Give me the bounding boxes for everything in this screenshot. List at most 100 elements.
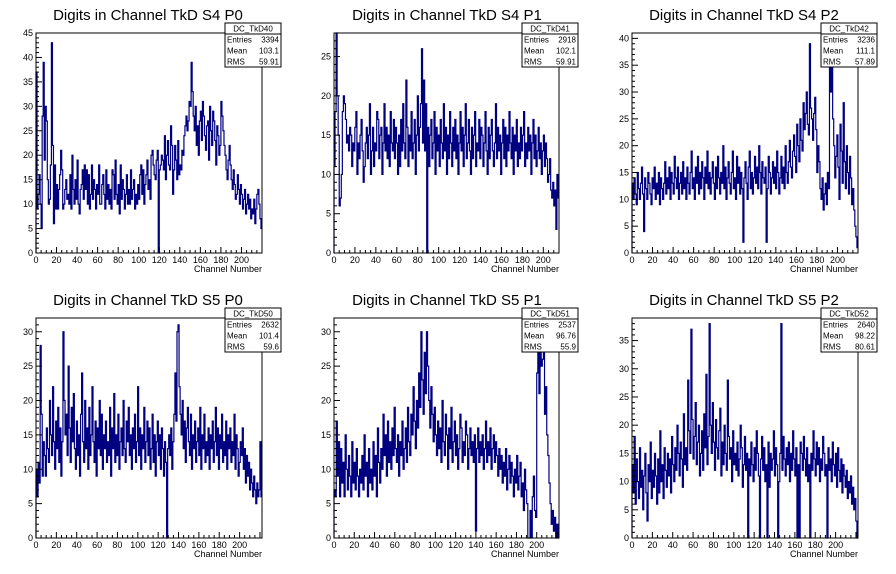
x-tick-label: 20 [51, 540, 61, 550]
x-tick-label: 120 [452, 255, 467, 265]
y-tick-label: 5 [28, 224, 33, 234]
histogram-panel-5: Digits in Channel TkD S5 P20 20 40 60 80 100 1… [619, 292, 878, 559]
x-tick-label: 140 [172, 255, 187, 265]
x-tick-label: 0 [331, 255, 336, 265]
x-tick-label: 40 [370, 540, 380, 550]
x-tick-label: 60 [93, 255, 103, 265]
histogram-line [631, 43, 858, 253]
y-tick-label: 20 [321, 396, 331, 406]
y-tick-label: 10 [23, 464, 33, 474]
x-axis-label: Channel Number [790, 264, 858, 274]
stats-label: RMS [524, 58, 542, 67]
y-tick-label: 40 [23, 52, 33, 62]
histogram-panel-0: Digits in Channel TkD S4 P0 0 20 40 60 80 100 1… [23, 7, 282, 274]
stats-value: 111.1 [856, 47, 875, 56]
y-tick-label: 15 [619, 168, 629, 178]
y-tick-label: 15 [619, 448, 629, 458]
stats-label: Entries [823, 36, 848, 45]
panel-title: Digits in Channel TkD S4 P0 [53, 7, 243, 24]
x-tick-label: 100 [131, 255, 146, 265]
stats-name: DC_TkD50 [233, 310, 273, 319]
x-tick-label: 80 [112, 540, 122, 550]
panel-title: Digits in Channel TkD S4 P2 [649, 7, 839, 24]
stats-label: RMS [524, 343, 542, 352]
y-tick-label: 25 [23, 126, 33, 136]
y-tick-label: 0 [624, 248, 629, 258]
x-tick-label: 140 [468, 540, 483, 550]
stats-box [521, 22, 579, 68]
x-tick-label: 20 [350, 255, 360, 265]
stats-value: 98.22 [855, 332, 876, 341]
stats-value: 3236 [857, 36, 875, 45]
histogram-line [333, 331, 559, 539]
x-tick-label: 60 [390, 540, 400, 550]
y-tick-label: 10 [23, 199, 33, 209]
stats-label: RMS [823, 58, 841, 67]
y-tick-label: 15 [23, 430, 33, 440]
stats-name: DC_TkD40 [233, 25, 273, 34]
stats-label: RMS [823, 343, 841, 352]
x-tick-label: 140 [171, 540, 186, 550]
x-tick-label: 180 [213, 255, 228, 265]
x-tick-label: 120 [448, 540, 463, 550]
stats-value: 59.6 [263, 343, 279, 352]
stats-value: 55.9 [560, 343, 576, 352]
x-axis-label: Channel Number [491, 549, 559, 559]
x-tick-label: 100 [130, 540, 145, 550]
histogram-line [35, 324, 262, 539]
stats-value: 2918 [558, 36, 576, 45]
x-tick-label: 80 [113, 255, 123, 265]
stats-label: Entries [524, 321, 549, 330]
x-axis-label: Channel Number [194, 549, 262, 559]
y-tick-label: 20 [619, 420, 629, 430]
y-tick-label: 15 [321, 430, 331, 440]
stats-box [224, 307, 282, 353]
stats-box [820, 307, 878, 353]
y-tick-label: 10 [321, 464, 331, 474]
x-tick-label: 180 [809, 255, 824, 265]
y-tick-label: 45 [23, 28, 33, 38]
stats-label: Mean [227, 332, 247, 341]
x-tick-label: 20 [52, 255, 62, 265]
x-tick-label: 20 [647, 540, 657, 550]
x-tick-label: 120 [151, 540, 166, 550]
x-tick-label: 40 [371, 255, 381, 265]
stats-label: Mean [823, 332, 843, 341]
y-tick-label: 15 [321, 130, 331, 140]
histogram-panel-3: Digits in Channel TkD S5 P00 20 40 60 80 100 1… [23, 292, 282, 559]
x-axis-label: Channel Number [491, 264, 559, 274]
x-tick-label: 40 [668, 540, 678, 550]
stats-value: 2537 [558, 321, 576, 330]
x-tick-label: 60 [688, 540, 698, 550]
stats-value: 3394 [261, 36, 279, 45]
x-tick-label: 20 [349, 540, 359, 550]
x-tick-label: 80 [413, 255, 423, 265]
x-axis-label: Channel Number [194, 264, 262, 274]
x-tick-label: 180 [515, 255, 530, 265]
stats-box [521, 307, 579, 353]
stats-value: 101.4 [259, 332, 280, 341]
y-tick-label: 35 [619, 336, 629, 346]
y-tick-label: 0 [624, 533, 629, 543]
stats-box [224, 22, 282, 68]
y-tick-label: 25 [23, 361, 33, 371]
y-tick-label: 35 [23, 77, 33, 87]
stats-label: Mean [524, 47, 544, 56]
x-tick-label: 80 [709, 255, 719, 265]
y-tick-label: 20 [23, 150, 33, 160]
stats-label: Mean [524, 332, 544, 341]
x-tick-label: 40 [668, 255, 678, 265]
x-tick-label: 200 [529, 540, 544, 550]
x-tick-label: 20 [648, 255, 658, 265]
x-tick-label: 40 [72, 540, 82, 550]
histogram-panel-2: Digits in Channel TkD S4 P20 20 40 60 80 100 1… [619, 7, 878, 274]
y-tick-label: 0 [28, 248, 33, 258]
x-tick-label: 100 [428, 540, 443, 550]
x-tick-label: 200 [828, 540, 843, 550]
x-tick-label: 200 [232, 540, 247, 550]
stats-label: Mean [227, 47, 247, 56]
y-tick-label: 30 [23, 327, 33, 337]
x-tick-label: 140 [473, 255, 488, 265]
x-tick-label: 120 [748, 255, 763, 265]
